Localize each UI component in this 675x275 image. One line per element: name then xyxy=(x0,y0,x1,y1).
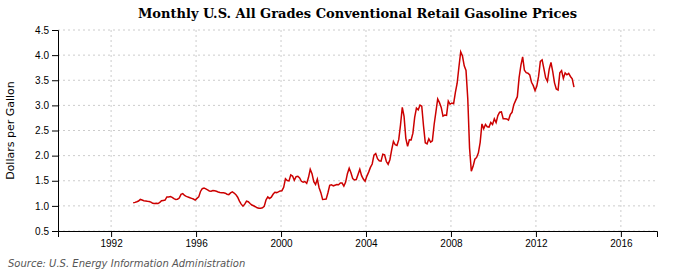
tick: 2004 xyxy=(355,231,378,249)
y-grid-line xyxy=(58,180,657,181)
y-axis: 0.5 1.0 1.5 2.0 2.5 3.0 3.5 4.0 4.5 xyxy=(35,25,58,237)
tick: 1.5 xyxy=(35,175,58,186)
tick-mark xyxy=(52,206,58,207)
tick: 2000 xyxy=(270,231,293,249)
tick-mark xyxy=(52,181,58,182)
tick-mark xyxy=(52,80,58,81)
grid xyxy=(58,30,657,231)
y-grid-line xyxy=(58,55,657,56)
tick-mark xyxy=(536,231,537,237)
tick-mark xyxy=(621,231,622,237)
tick-mark xyxy=(52,156,58,157)
axis-line xyxy=(59,232,658,238)
y-grid-line xyxy=(58,130,657,131)
tick-mark xyxy=(451,231,452,237)
tick-label: 4.5 xyxy=(35,25,49,36)
source-note: Source: U.S. Energy Information Administ… xyxy=(8,258,245,269)
tick: 0.5 xyxy=(35,226,58,237)
tick: 2.5 xyxy=(35,125,58,136)
tick-label: 1.0 xyxy=(35,201,49,212)
tick-label: 2.0 xyxy=(35,150,49,161)
x-grid-line xyxy=(281,30,282,231)
tick: 2008 xyxy=(440,231,463,249)
x-grid-line xyxy=(196,30,197,231)
tick: 3.5 xyxy=(35,75,58,86)
x-grid-line xyxy=(535,30,536,231)
tick-label: 1992 xyxy=(100,238,123,249)
tick: 4.0 xyxy=(35,50,58,61)
x-grid-line xyxy=(111,30,112,231)
y-grid-line xyxy=(58,205,657,206)
tick-mark xyxy=(52,55,58,56)
tick-label: 3.0 xyxy=(35,100,49,111)
chart-container: 1992 1996 2000 2004 2008 2012 2016 0.5 1.0 1.5 2.0… xyxy=(0,0,675,275)
y-grid-line xyxy=(58,30,657,31)
tick-label: 4.0 xyxy=(35,50,49,61)
tick-label: 1996 xyxy=(185,238,208,249)
tick-label: 2000 xyxy=(270,238,293,249)
tick-mark xyxy=(281,231,282,237)
chart-title: Monthly U.S. All Grades Conventional Ret… xyxy=(138,6,577,21)
price-line xyxy=(133,52,574,208)
tick: 1.0 xyxy=(35,201,58,212)
tick: 2016 xyxy=(610,231,633,249)
tick-mark xyxy=(366,231,367,237)
axis-line xyxy=(52,31,59,232)
plot-area xyxy=(133,52,574,208)
y-grid-line xyxy=(58,155,657,156)
tick-label: 0.5 xyxy=(35,226,49,237)
y-grid-line xyxy=(58,105,657,106)
tick: 3.0 xyxy=(35,100,58,111)
x-axis: 1992 1996 2000 2004 2008 2012 2016 xyxy=(59,231,658,249)
chart-svg: 1992 1996 2000 2004 2008 2012 2016 0.5 1.0 1.5 2.0… xyxy=(0,0,675,275)
x-grid-line xyxy=(620,30,621,231)
tick-mark xyxy=(52,105,58,106)
y-axis-label: Dollars per Gallon xyxy=(4,81,17,180)
x-grid-line xyxy=(365,30,366,231)
tick-label: 1.5 xyxy=(35,175,49,186)
tick-mark xyxy=(52,231,58,232)
tick: 2012 xyxy=(525,231,548,249)
tick: 1992 xyxy=(100,231,123,249)
tick-label: 3.5 xyxy=(35,75,49,86)
tick-label: 2008 xyxy=(440,238,463,249)
tick-label: 2012 xyxy=(525,238,548,249)
tick-label: 2.5 xyxy=(35,125,49,136)
tick-label: 2004 xyxy=(355,238,378,249)
y-grid-line xyxy=(58,80,657,81)
x-grid-line xyxy=(450,30,451,231)
tick-label: 2016 xyxy=(610,238,633,249)
tick-mark xyxy=(111,231,112,237)
tick: 4.5 xyxy=(35,25,58,36)
tick-mark xyxy=(52,30,58,31)
tick: 2.0 xyxy=(35,150,58,161)
tick-mark xyxy=(196,231,197,237)
tick: 1996 xyxy=(185,231,208,249)
tick-mark xyxy=(52,131,58,132)
